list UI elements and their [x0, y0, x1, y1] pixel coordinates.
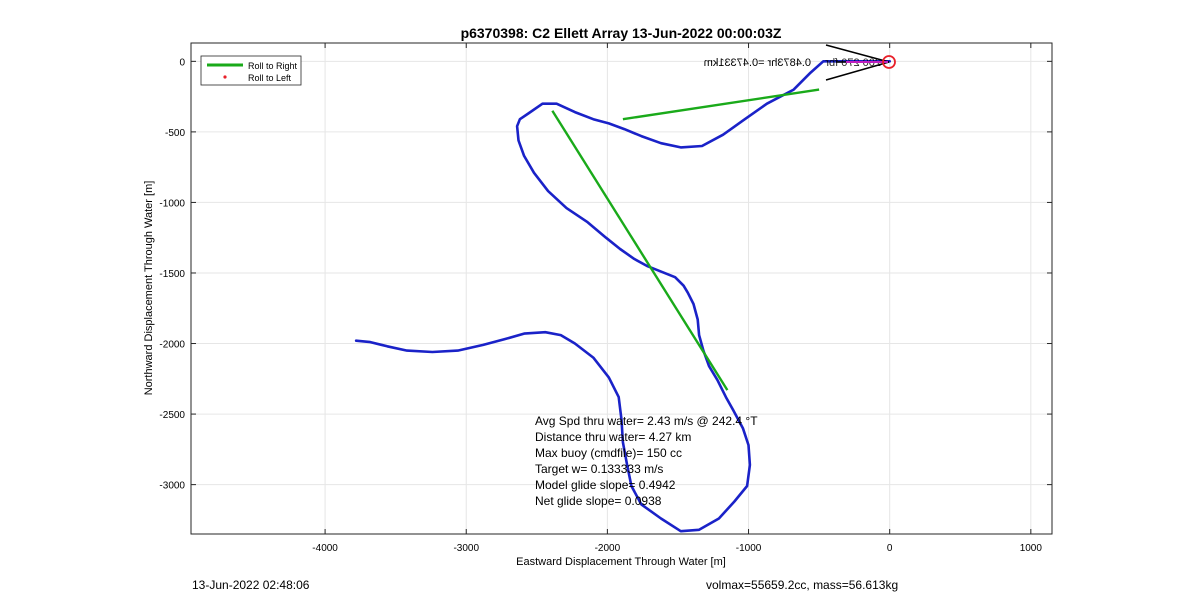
- y-tick-label: -3000: [159, 481, 185, 492]
- x-tick-label: 0: [887, 543, 893, 554]
- x-tick-label: 1000: [1020, 543, 1043, 554]
- legend-label-roll-left: Roll to Left: [248, 73, 292, 83]
- stat-target-w: Target w= 0.133333 m/s: [535, 462, 663, 476]
- y-tick-label: -1500: [159, 269, 185, 280]
- x-tick-label: -1000: [736, 543, 762, 554]
- y-tick-label: -2000: [159, 340, 185, 351]
- chart-title: p6370398: C2 Ellett Array 13-Jun-2022 00…: [461, 25, 782, 41]
- traces: [354, 59, 892, 533]
- y-tick-label: 0: [179, 57, 185, 68]
- y-tick-label: -500: [165, 128, 185, 139]
- stat-net-glide: Net glide slope= 0.0938: [535, 494, 662, 508]
- roll-right-segment: [622, 88, 820, 121]
- plot-area: [191, 43, 1052, 534]
- plot-frame: [190, 42, 1053, 535]
- y-axis-label: Northward Displacement Through Water [m]: [143, 181, 155, 396]
- arrow-head-upper: [825, 44, 890, 63]
- stat-distance: Distance thru water= 4.27 km: [535, 430, 691, 444]
- footer-timestamp: 13-Jun-2022 02:48:06: [192, 578, 310, 592]
- legend: Roll to Right Roll to Left: [200, 55, 302, 86]
- ticks: -4000 -3000 -2000 -1000 0 1000 -3000 -2500 -2000…: [159, 43, 1052, 554]
- stat-avg-speed: Avg Spd thru water= 2.43 m/s @ 242.4 °T: [535, 414, 758, 428]
- stat-max-buoy: Max buoy (cmdfile)= 150 cc: [535, 446, 682, 460]
- stat-model-glide: Model glide slope= 0.4942: [535, 478, 676, 492]
- legend-label-roll-right: Roll to Right: [248, 61, 298, 71]
- grid: [191, 43, 1052, 534]
- x-axis-label: Eastward Displacement Through Water [m]: [516, 556, 726, 568]
- x-tick-label: -4000: [312, 543, 338, 554]
- footer-vol-mass: volmax=55659.2cc, mass=56.613kg: [706, 578, 899, 592]
- y-tick-label: -2500: [159, 410, 185, 421]
- x-tick-label: -3000: [453, 543, 479, 554]
- start-circle: [882, 55, 896, 69]
- arrow-head-lower: [825, 61, 890, 81]
- x-tick-label: -2000: [595, 543, 621, 554]
- legend-box: [200, 55, 302, 86]
- roll-right-segment: [551, 110, 729, 391]
- mirrored-distance-text: 0.4873hr =0.47331km: [704, 57, 811, 69]
- y-tick-label: -1000: [159, 198, 185, 209]
- stats-annotation: Avg Spd thru water= 2.43 m/s @ 242.4 °T …: [535, 414, 758, 508]
- legend-marker-roll-left: [223, 75, 227, 79]
- glider-track-line: [354, 59, 892, 533]
